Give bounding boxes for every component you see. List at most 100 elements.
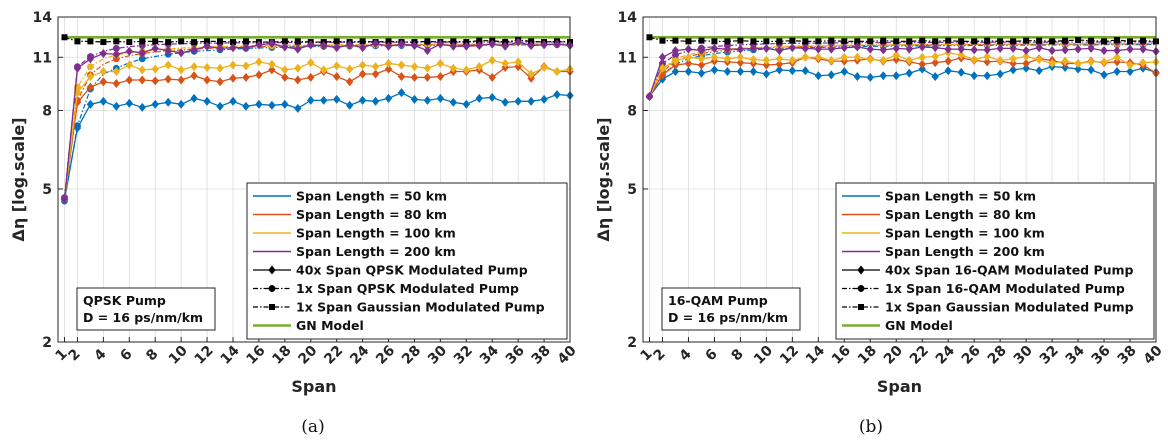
series-40x-point xyxy=(1113,66,1121,77)
series-40x-point xyxy=(1061,56,1069,66)
series-40x-point xyxy=(423,45,432,56)
series-40x-point xyxy=(514,57,522,67)
y-tick-label: 14 xyxy=(33,10,53,26)
series-40x-point xyxy=(255,70,263,80)
series-40x-point xyxy=(203,75,211,85)
series-40x-point xyxy=(866,44,874,54)
x-tick-label: 16 xyxy=(829,343,854,368)
series-40x-point xyxy=(125,75,134,85)
series-40x-point xyxy=(99,77,108,87)
legend-entry: Span Length = 80 km xyxy=(885,207,1036,222)
series-40x-point xyxy=(814,52,823,62)
series-40x-point xyxy=(892,50,900,60)
series-40x-point xyxy=(190,93,198,103)
series-40x-point xyxy=(723,54,732,64)
x-tick-label: 14 xyxy=(218,342,243,367)
series-40x-point xyxy=(384,41,393,51)
gaussian-pump-point xyxy=(385,38,392,45)
series-40x-point xyxy=(853,71,862,82)
x-tick-label: 6 xyxy=(702,346,720,364)
series-40x-point xyxy=(1035,54,1043,65)
series-40x-point xyxy=(553,66,561,77)
series-40x-point xyxy=(1139,44,1147,54)
series-40x-point xyxy=(436,58,445,69)
series-40x-point xyxy=(553,39,561,49)
gaussian-pump-point xyxy=(139,38,146,45)
series-40x-point xyxy=(138,102,146,112)
gaussian-pump-point xyxy=(958,38,965,45)
gaussian-pump-point xyxy=(932,38,939,45)
series-40x-point xyxy=(788,66,797,76)
series-40x-point xyxy=(788,55,797,65)
series-40x-point xyxy=(190,45,198,55)
x-tick-label: 18 xyxy=(269,343,294,368)
series-40x-point xyxy=(281,42,289,52)
series-40x-point xyxy=(527,40,535,51)
series-40x-point xyxy=(242,101,250,111)
series-40x-point xyxy=(99,48,108,59)
y-tick-label: 2 xyxy=(627,335,637,351)
gaussian-pump-point xyxy=(789,37,796,44)
series-40x-point xyxy=(671,56,680,66)
x-axis-label: Span xyxy=(291,377,336,396)
series-40x-point xyxy=(788,43,797,53)
series-40x-point xyxy=(866,54,874,65)
gaussian-pump-point xyxy=(659,37,666,44)
legend-entry: Span Length = 80 km xyxy=(296,207,447,222)
series-40x-point xyxy=(1035,43,1043,53)
series-40x-point xyxy=(475,40,483,51)
series-40x-point xyxy=(996,69,1004,79)
series-40x-point xyxy=(1087,65,1095,75)
series-40x-point xyxy=(931,51,939,62)
series-40x-point xyxy=(775,54,784,64)
series-40x-point xyxy=(905,68,913,78)
series-40x-point xyxy=(99,66,108,77)
series-40x-line-2 xyxy=(63,65,570,200)
series-40x-point xyxy=(684,66,693,77)
series-40x-point xyxy=(281,72,289,83)
y-tick-label: 8 xyxy=(627,103,637,119)
legend-marker xyxy=(858,304,864,310)
y-axis-label: Δη [log.scale] xyxy=(9,117,28,241)
series-40x-point xyxy=(294,44,302,54)
series-40x-point xyxy=(73,123,82,133)
x-tick-label: 28 xyxy=(985,343,1010,368)
gaussian-pump-point xyxy=(815,38,822,45)
series-40x-point xyxy=(983,51,991,62)
series-40x-point xyxy=(449,63,458,73)
y-axis-label: Δη [log.scale] xyxy=(594,117,613,241)
axes-box xyxy=(57,16,571,343)
series-40x-point xyxy=(320,95,328,105)
series-40x-point xyxy=(294,63,302,73)
x-tick-label: 14 xyxy=(803,342,828,367)
series-40x-point xyxy=(320,65,328,75)
x-tick-label: 8 xyxy=(143,346,161,364)
x-tick-label: 24 xyxy=(933,342,958,367)
series-40x-point xyxy=(736,58,745,68)
series-40x-point xyxy=(983,57,991,67)
gaussian-pump-point xyxy=(1140,37,1147,44)
series-40x-point xyxy=(866,72,874,83)
curve-1x-1 xyxy=(648,43,1156,97)
gaussian-pump-point xyxy=(997,38,1004,45)
series-40x-point xyxy=(345,40,354,50)
x-tick-label: 38 xyxy=(529,343,554,368)
series-40x-point xyxy=(1009,54,1017,64)
series-40x-point xyxy=(371,96,380,106)
gaussian-pump-point xyxy=(178,38,185,45)
series-40x-point xyxy=(501,97,509,107)
series-40x-point xyxy=(684,58,693,69)
series-40x-point xyxy=(177,99,185,109)
gaussian-pump-point xyxy=(854,38,861,45)
gaussian-pump-point xyxy=(1127,38,1134,45)
series-40x-point xyxy=(931,58,939,68)
series-40x-point xyxy=(410,94,419,104)
x-tick-label: 16 xyxy=(244,343,269,368)
axes-box xyxy=(642,16,1157,343)
series-40x-point xyxy=(488,72,496,83)
series-40x-point xyxy=(423,63,432,73)
gaussian-pump-point xyxy=(100,39,107,46)
gaussian-pump-point xyxy=(711,38,718,45)
series-40x-point xyxy=(358,43,367,53)
